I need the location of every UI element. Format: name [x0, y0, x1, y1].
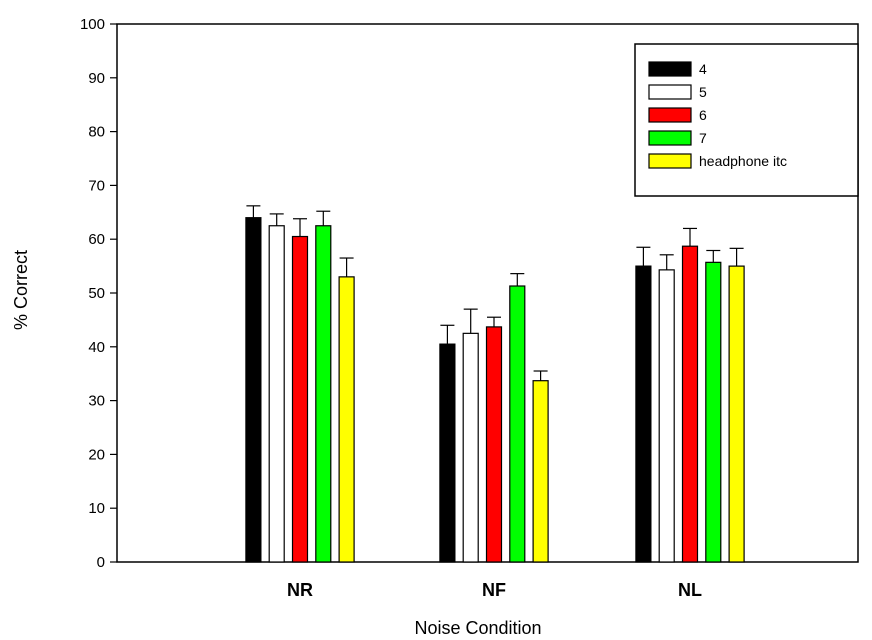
x-tick-label-nf: NF [482, 580, 506, 600]
legend-label: 5 [699, 84, 707, 100]
bar-groups [245, 205, 745, 563]
y-tick-label: 20 [88, 446, 105, 463]
x-tick-label-nl: NL [678, 580, 702, 600]
bar-group-nl [635, 227, 745, 563]
bar-group-nf [439, 273, 549, 563]
legend-label: headphone itc [699, 153, 787, 169]
legend-swatch [648, 107, 692, 123]
y-tick-label: 60 [88, 231, 105, 248]
legend-swatch [648, 153, 692, 169]
bar-group-nr [245, 205, 355, 563]
y-tick-label: 30 [88, 393, 105, 410]
x-tick-label-nr: NR [287, 580, 313, 600]
bar-nl-series-1 [658, 269, 675, 563]
bar-nf-series-2 [485, 326, 503, 563]
y-tick-label: 100 [80, 16, 105, 33]
bar-nr-series-1 [268, 225, 285, 563]
bar-nf-series-0 [439, 343, 456, 563]
bar-nf-series-1 [462, 332, 479, 563]
legend-swatch [648, 84, 692, 100]
y-tick-label: 40 [88, 339, 105, 356]
x-axis-category-labels: NR NF NL [287, 580, 702, 600]
bar-nf-series-3 [509, 285, 526, 563]
legend: 4 5 6 7 headphone itc [634, 43, 859, 197]
bar-nf-series-4 [532, 380, 549, 563]
legend-swatch [648, 61, 692, 77]
bar-nl-series-3 [705, 261, 722, 563]
y-axis-title: % Correct [11, 250, 31, 330]
legend-label: 7 [699, 130, 707, 146]
x-axis-title: Noise Condition [414, 618, 541, 638]
legend-label: 4 [699, 61, 707, 77]
legend-label: 6 [699, 107, 707, 123]
bar-nr-series-4 [338, 276, 355, 563]
legend-swatch [648, 130, 692, 146]
y-tick-label: 90 [88, 70, 105, 87]
y-tick-label: 0 [97, 554, 105, 571]
bar-nr-series-3 [315, 225, 332, 563]
bar-nr-series-2 [291, 235, 309, 563]
bar-nl-series-0 [635, 265, 652, 563]
y-tick-label: 10 [88, 500, 105, 517]
y-tick-label: 50 [88, 285, 105, 302]
bar-nr-series-0 [245, 217, 262, 563]
y-tick-label: 70 [88, 177, 105, 194]
bar-nl-series-2 [681, 245, 699, 563]
y-axis-ticks: 0 10 20 30 40 50 60 70 80 90 100 [80, 16, 117, 571]
y-tick-label: 80 [88, 124, 105, 141]
bar-nl-series-4 [728, 265, 745, 563]
